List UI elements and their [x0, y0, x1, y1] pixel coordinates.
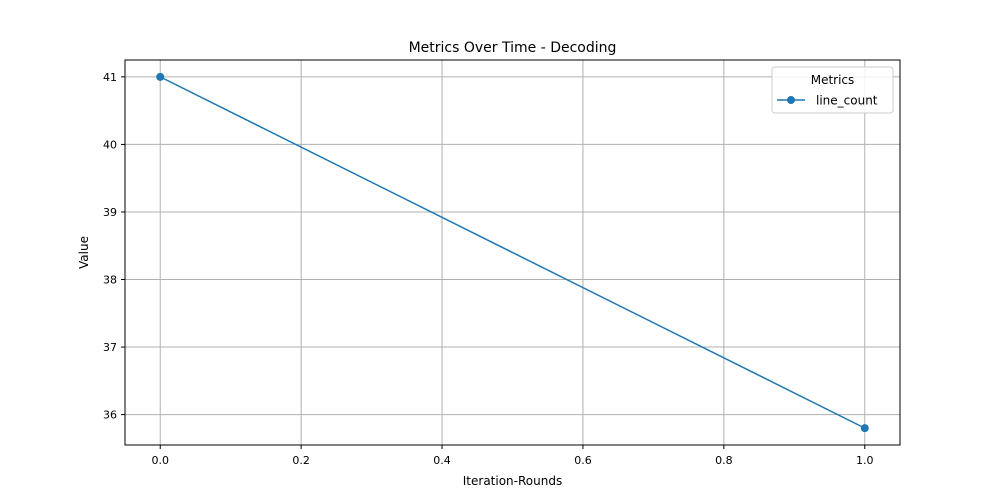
- legend-marker-swatch: [787, 96, 795, 104]
- x-tick-label: 1.0: [856, 454, 874, 467]
- chart-title: Metrics Over Time - Decoding: [409, 40, 617, 56]
- y-tick-label: 41: [103, 71, 117, 84]
- x-tick-label: 0.6: [574, 454, 592, 467]
- data-point: [156, 72, 165, 81]
- x-axis-label: Iteration-Rounds: [463, 474, 562, 488]
- x-tick-label: 0.0: [151, 454, 169, 467]
- y-tick-label: 37: [103, 341, 117, 354]
- legend-box: [771, 66, 894, 114]
- y-axis-label: Value: [77, 236, 91, 269]
- legend-entry-label: line_count: [816, 94, 878, 108]
- y-tick-label: 36: [103, 409, 117, 422]
- x-tick-label: 0.2: [292, 454, 310, 467]
- y-tick-label: 40: [103, 138, 117, 151]
- y-axis-ticks: 36 37 38 39 40 41: [103, 71, 125, 422]
- legend: Metrics line_count: [771, 66, 894, 114]
- x-tick-label: 0.4: [433, 454, 451, 467]
- plot-area-frame: [124, 59, 901, 446]
- x-tick-label: 0.8: [715, 454, 733, 467]
- series-line-line_count: [159, 76, 866, 429]
- x-axis-ticks: 0.0 0.2 0.4 0.6 0.8 1.0: [151, 445, 874, 467]
- grid: [125, 60, 900, 445]
- y-tick-label: 38: [103, 274, 117, 287]
- series-layer: [156, 72, 869, 433]
- y-tick-label: 39: [103, 206, 117, 219]
- legend-title: Metrics: [811, 73, 855, 87]
- data-point: [860, 424, 869, 433]
